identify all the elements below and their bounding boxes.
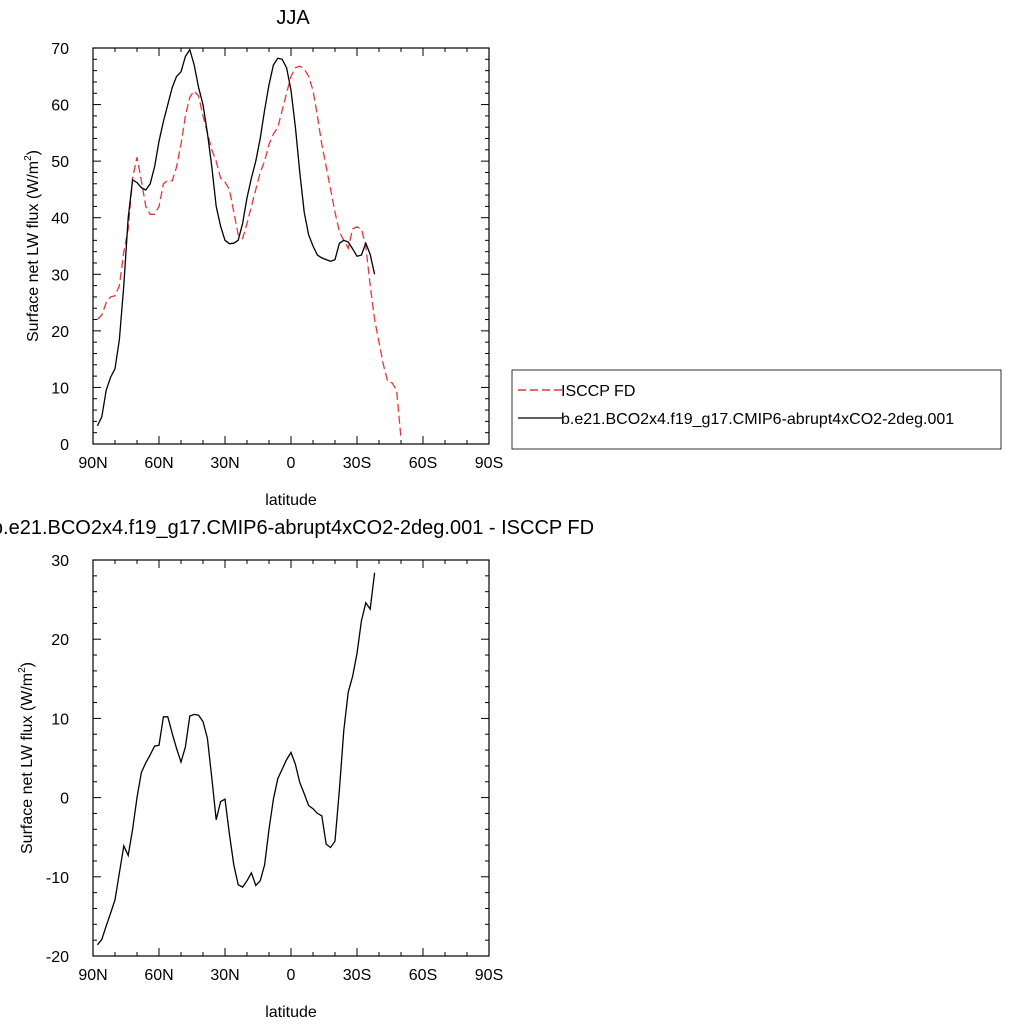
bottom-x-tick-label: 30N (210, 967, 239, 984)
top-y-tick-label: 70 (51, 41, 69, 58)
top-y-axis-label: Surface net LW flux (W/m2) (23, 150, 42, 342)
top-y-tick-label: 60 (51, 98, 69, 115)
bottom-series-group (96, 572, 376, 946)
bottom-y-tick-label: 20 (51, 632, 69, 649)
legend-label-isccp: ISCCP FD (561, 383, 635, 400)
bottom-y-tick-label: -20 (46, 949, 69, 966)
top-y-tick-label: 40 (51, 211, 69, 228)
bottom-y-axis-label-tail: ) (19, 662, 36, 667)
bottom-x-tick-label: 60S (409, 967, 437, 984)
panel-bottom: b.e21.BCO2x4.f19_g17.CMIP6-abrupt4xCO2-2… (0, 517, 594, 1021)
top-y-tick-label: 30 (51, 267, 69, 284)
top-y-tick-label: 50 (51, 154, 69, 171)
top-x-tick-label: 0 (287, 455, 296, 472)
bottom-series-line-0 (96, 572, 376, 946)
legend: ISCCP FD b.e21.BCO2x4.f19_g17.CMIP6-abru… (511, 369, 1002, 450)
top-x-axis: 90N 60N 30N 0 30S 60S 90S (78, 48, 503, 472)
top-y-tick-label: 20 (51, 324, 69, 341)
bottom-x-tick-label: 30S (343, 967, 371, 984)
bottom-y-tick-label: 30 (51, 553, 69, 570)
bottom-x-axis-label: latitude (265, 1004, 317, 1021)
legend-label-model: b.e21.BCO2x4.f19_g17.CMIP6-abrupt4xCO2-2… (561, 411, 954, 428)
top-x-tick-label: 90N (78, 455, 107, 472)
bottom-y-tick-label: -10 (46, 870, 69, 887)
bottom-title: b.e21.BCO2x4.f19_g17.CMIP6-abrupt4xCO2-2… (0, 517, 594, 539)
bottom-y-tick-label: 0 (60, 791, 69, 808)
bottom-y-axis-label: Surface net LW flux (W/m2) (17, 662, 36, 854)
legend-box (511, 369, 1002, 450)
top-y-axis-label-sup: 2 (23, 155, 34, 161)
bottom-y-axis-label-sup: 2 (17, 667, 28, 673)
top-y-tick-label: 0 (60, 437, 69, 454)
bottom-plot-frame (92, 559, 490, 957)
top-series-group (96, 48, 402, 439)
top-y-axis: 0 10 20 30 40 50 60 70 (51, 41, 489, 454)
bottom-x-tick-label: 60N (144, 967, 173, 984)
top-x-tick-label: 60S (409, 455, 437, 472)
top-title: JJA (276, 7, 310, 29)
top-x-tick-label: 90S (475, 455, 503, 472)
top-x-axis-label: latitude (265, 492, 317, 509)
top-x-tick-label: 30S (343, 455, 371, 472)
top-series-line-1 (96, 48, 376, 427)
bottom-y-axis: -20 -10 0 10 20 30 (46, 553, 489, 966)
top-y-axis-label-main: Surface net LW flux (W/m (25, 161, 42, 342)
bottom-x-tick-label: 90N (78, 967, 107, 984)
bottom-y-tick-label: 10 (51, 711, 69, 728)
bottom-x-axis: 90N 60N 30N 0 30S 60S 90S (78, 560, 503, 984)
bottom-y-axis-label-main: Surface net LW flux (W/m (19, 673, 36, 854)
top-x-tick-label: 30N (210, 455, 239, 472)
bottom-x-tick-label: 90S (475, 967, 503, 984)
bottom-x-tick-label: 0 (287, 967, 296, 984)
top-y-tick-label: 10 (51, 380, 69, 397)
top-x-tick-label: 60N (144, 455, 173, 472)
top-plot-frame (92, 47, 490, 445)
top-series-line-0 (96, 65, 402, 439)
top-y-axis-label-tail: ) (25, 150, 42, 155)
